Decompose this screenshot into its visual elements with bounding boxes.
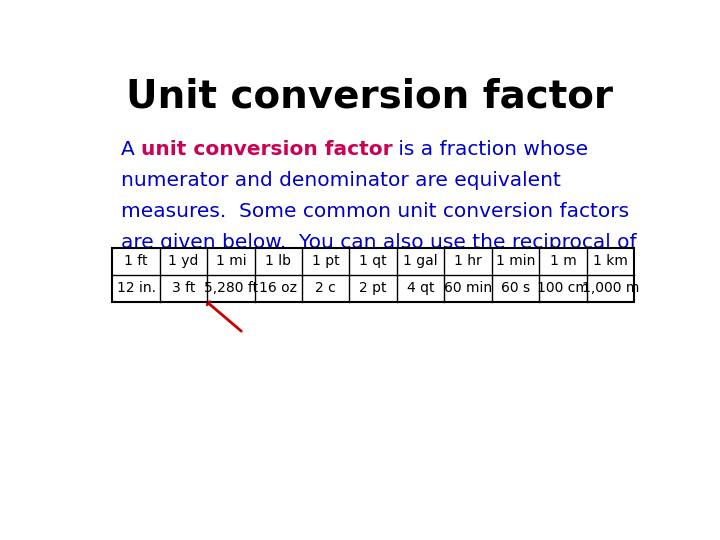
Text: 60 s: 60 s [501, 281, 530, 295]
Text: 100 cm: 100 cm [537, 281, 589, 295]
Text: 4 qt: 4 qt [407, 281, 434, 295]
Text: 1 km: 1 km [593, 254, 628, 268]
Text: 2 pt: 2 pt [359, 281, 387, 295]
Text: 1 mi: 1 mi [215, 254, 246, 268]
Text: measures.  Some common unit conversion factors: measures. Some common unit conversion fa… [121, 202, 629, 221]
Text: 1 gal: 1 gal [403, 254, 438, 268]
Text: 1 ft: 1 ft [125, 254, 148, 268]
Text: 1,000 m: 1,000 m [582, 281, 639, 295]
Text: is a fraction whose: is a fraction whose [392, 140, 588, 159]
Text: 1 pt: 1 pt [312, 254, 340, 268]
Text: are given below.  You can also use the reciprocal of: are given below. You can also use the re… [121, 233, 636, 252]
Text: 3 ft: 3 ft [172, 281, 195, 295]
Text: 2 c: 2 c [315, 281, 336, 295]
Text: 60 min: 60 min [444, 281, 492, 295]
Text: 1 lb: 1 lb [266, 254, 292, 268]
Text: 1 min: 1 min [496, 254, 535, 268]
Text: 12 in.: 12 in. [117, 281, 156, 295]
Text: 16 oz: 16 oz [259, 281, 297, 295]
Text: numerator and denominator are equivalent: numerator and denominator are equivalent [121, 171, 561, 190]
Text: 1 m: 1 m [549, 254, 576, 268]
Text: A: A [121, 140, 141, 159]
Text: 5,280 ft: 5,280 ft [204, 281, 258, 295]
Text: these.: these. [121, 265, 184, 284]
Text: unit conversion factor: unit conversion factor [141, 140, 392, 159]
Text: 1 qt: 1 qt [359, 254, 387, 268]
Text: 1 yd: 1 yd [168, 254, 199, 268]
Text: Unit conversion factor: Unit conversion factor [125, 77, 613, 115]
Text: 1 hr: 1 hr [454, 254, 482, 268]
